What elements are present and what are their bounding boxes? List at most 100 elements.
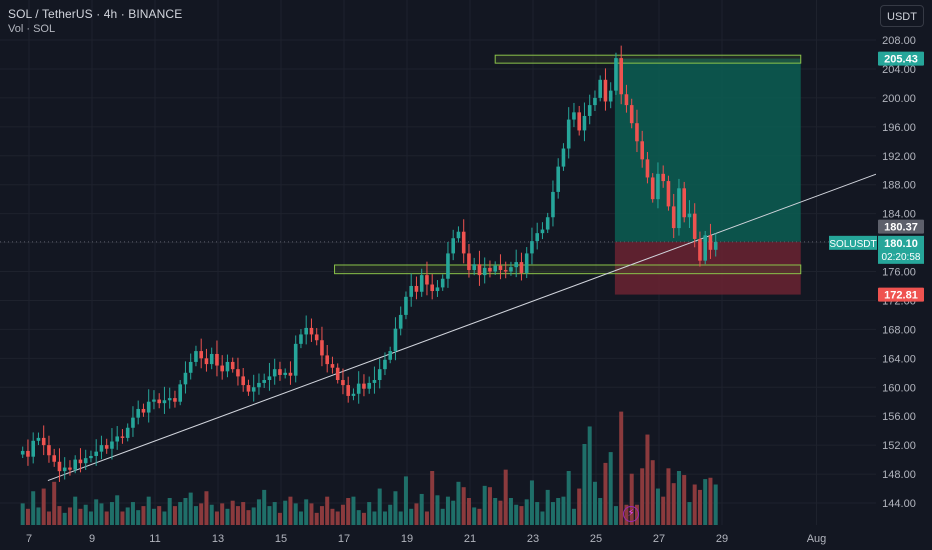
currency-button[interactable]: USDT (880, 5, 924, 27)
volume-bar (88, 511, 93, 525)
volume-bar (619, 411, 624, 525)
candle-body (267, 376, 272, 381)
candle-body (125, 427, 130, 438)
crosshair-price-badge[interactable]: 180.37 (884, 222, 918, 234)
price-axis (876, 0, 932, 550)
volume-bar (524, 499, 529, 525)
ticker-badge[interactable]: SOLUSDT (829, 239, 876, 250)
candle-body (703, 235, 707, 261)
volume-bar (62, 512, 67, 525)
long-position-profit-zone[interactable] (614, 58, 801, 242)
candle-body (482, 267, 487, 276)
volume-bar (713, 484, 718, 525)
volume-bar (519, 506, 524, 525)
last-price-badge-bg (878, 235, 924, 264)
volume-bar (293, 503, 298, 525)
volume-bar (267, 506, 272, 525)
candle-body (215, 353, 219, 366)
candle-body (535, 233, 539, 242)
target-price-badge[interactable]: 205.43 (884, 54, 918, 66)
volume-bar (451, 500, 456, 525)
candle-body (414, 285, 419, 292)
candle-body (671, 206, 676, 229)
last-price-badge[interactable]: 180.10 (884, 238, 918, 250)
candle-body (241, 376, 245, 386)
candle-body (341, 380, 345, 386)
candle-body (666, 181, 671, 207)
volume-bar (288, 496, 293, 525)
volume-bar (314, 512, 319, 525)
candle-body (393, 328, 398, 352)
candle-body (146, 401, 151, 413)
candle-body (73, 459, 77, 470)
volume-bar (340, 504, 345, 525)
volume-bar (193, 506, 198, 525)
candle-body (435, 287, 440, 292)
flash-icon[interactable]: ⚡ (623, 506, 639, 522)
candle-body (20, 450, 25, 455)
volume-bar (372, 511, 377, 525)
volume-bar (640, 468, 645, 525)
candle-body (698, 238, 702, 261)
volume-bar (157, 506, 162, 525)
volume-bar (608, 452, 613, 525)
candle-body (47, 445, 51, 456)
candle-body (477, 264, 482, 276)
candle-body (83, 458, 88, 464)
volume-bar (151, 508, 156, 525)
volume-bar (120, 511, 125, 525)
volume-bar (493, 498, 498, 525)
volume-bar (377, 488, 382, 525)
volume-bar (708, 477, 713, 525)
volume-bar (503, 469, 508, 525)
volume-bar (393, 491, 398, 525)
candle-body (230, 361, 235, 370)
candle-body (582, 115, 587, 131)
price-tick-label: 184.00 (882, 209, 916, 221)
candle-body (115, 436, 119, 442)
time-tick-label: 11 (149, 533, 160, 545)
candle-body (225, 361, 230, 372)
target-price-badge-bg (878, 51, 924, 66)
trendline[interactable] (47, 173, 877, 482)
long-position-loss-zone[interactable] (614, 241, 801, 295)
volume-indicator-label[interactable]: Vol · SOL (8, 23, 56, 35)
volume-bar (94, 499, 99, 525)
candle-body (551, 191, 555, 218)
candle-body (708, 235, 713, 250)
volume-bar (382, 511, 387, 525)
volume-bar (577, 488, 582, 525)
volume-bar (655, 488, 660, 525)
volume-bar (141, 506, 146, 525)
resistance-zone[interactable] (494, 54, 802, 64)
volume-bar (650, 460, 655, 525)
volume-bar (136, 510, 141, 525)
candle-body (692, 213, 697, 239)
candle-body (488, 267, 492, 272)
price-tick-label: 188.00 (882, 180, 916, 192)
stop-price-badge[interactable]: 172.81 (884, 290, 918, 302)
support-zone[interactable] (334, 264, 802, 275)
candle-body (440, 278, 445, 288)
crosshair-price-badge-bg (878, 219, 924, 234)
candle-body (640, 141, 644, 160)
candle-body (314, 334, 319, 341)
time-tick-label: Aug (807, 533, 827, 545)
candle-body (68, 467, 72, 470)
candle-body (425, 275, 429, 285)
volume-bar (46, 511, 51, 525)
volume-bar (535, 502, 540, 525)
time-tick-label: 17 (338, 533, 350, 545)
candle-body (519, 262, 524, 273)
candle-body (566, 119, 571, 149)
candle-body (509, 267, 513, 272)
price-tick-label: 204.00 (882, 64, 916, 76)
volume-bar (25, 508, 30, 525)
candle-body (246, 385, 251, 392)
symbol-title[interactable]: SOL / TetherUS · 4h · BINANCE (8, 7, 183, 21)
candle-body (587, 105, 592, 116)
volume-bar (83, 504, 88, 525)
volume-bar (430, 471, 435, 525)
candle-body (577, 112, 581, 131)
